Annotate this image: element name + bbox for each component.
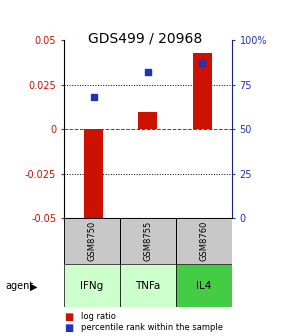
Text: GSM8755: GSM8755: [143, 221, 153, 261]
Bar: [64, 264, 120, 307]
Text: ▶: ▶: [30, 281, 38, 291]
Bar: [64, 218, 120, 264]
Bar: [138, 112, 157, 129]
Text: ■: ■: [64, 323, 73, 333]
Text: ■: ■: [64, 311, 73, 322]
Text: percentile rank within the sample: percentile rank within the sample: [81, 323, 223, 332]
Text: TNFa: TNFa: [135, 281, 161, 291]
Text: GSM8750: GSM8750: [87, 221, 96, 261]
Text: GDS499 / 20968: GDS499 / 20968: [88, 32, 202, 46]
Bar: [120, 218, 176, 264]
Text: agent: agent: [6, 281, 34, 291]
Bar: [176, 218, 232, 264]
Text: IFNg: IFNg: [80, 281, 104, 291]
Bar: [193, 53, 212, 129]
Text: IL4: IL4: [196, 281, 212, 291]
Text: GSM8760: GSM8760: [200, 221, 209, 261]
Bar: [120, 264, 176, 307]
Bar: [176, 264, 232, 307]
Bar: [84, 129, 103, 231]
Text: log ratio: log ratio: [81, 312, 116, 321]
